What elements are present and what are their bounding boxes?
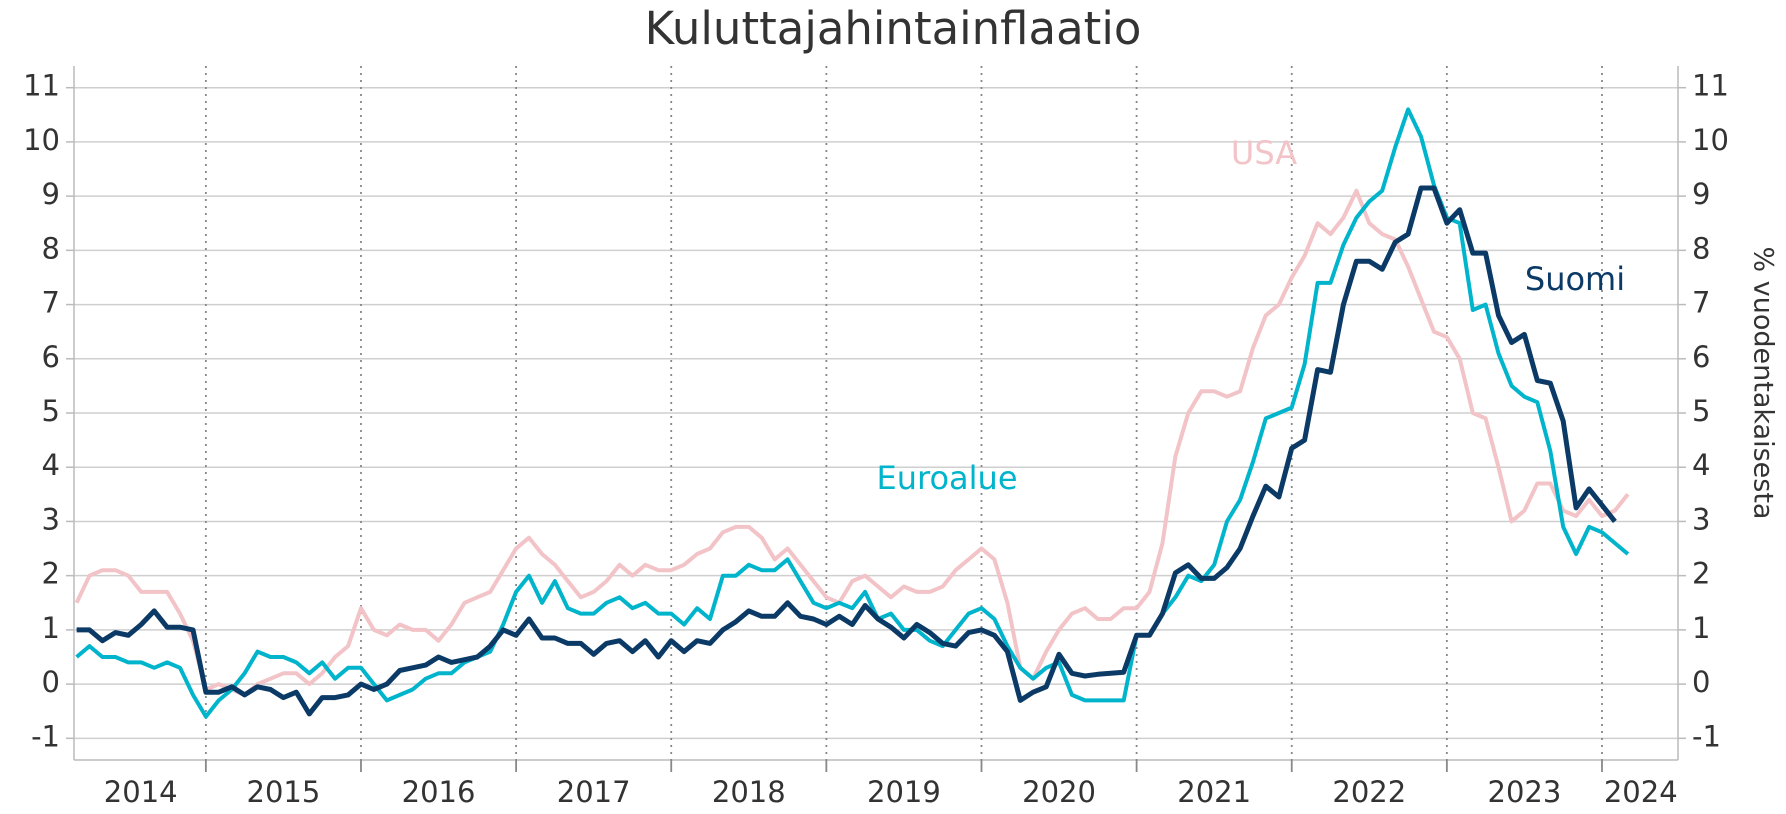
y-tick-label: 8 — [42, 231, 60, 265]
y2-tick-label: 4 — [1692, 448, 1710, 482]
y-tick-label: 10 — [23, 123, 60, 157]
y2-tick-label: -1 — [1692, 719, 1721, 753]
series-label: Euroalue — [877, 459, 1018, 497]
y-tick-label: 4 — [42, 448, 60, 482]
y-tick-label: 1 — [42, 611, 60, 645]
y-tick-label: -1 — [31, 719, 60, 753]
x-tick-label: 2023 — [1488, 775, 1562, 809]
series-line — [76, 185, 1617, 717]
chart-title: Kuluttajahintainflaatio — [645, 2, 1142, 55]
x-tick-label: 2015 — [247, 775, 321, 809]
y2-tick-label: 10 — [1692, 123, 1729, 157]
y-tick-label: 7 — [42, 286, 60, 320]
y-tick-label: 3 — [42, 502, 60, 536]
series-line — [75, 107, 1630, 719]
series-line — [74, 188, 1630, 697]
series-label: USA — [1231, 134, 1297, 172]
x-tick-label: 2017 — [557, 775, 631, 809]
x-tick-label: 2020 — [1022, 775, 1096, 809]
x-tick-label: 2018 — [712, 775, 786, 809]
y2-tick-label: 5 — [1692, 394, 1710, 428]
x-tick-label: 2019 — [867, 775, 941, 809]
y-tick-label: 6 — [42, 340, 60, 374]
y-tick-label: 0 — [42, 665, 60, 699]
y2-tick-label: 11 — [1692, 69, 1729, 103]
y2-tick-label: 3 — [1692, 502, 1710, 536]
y2-tick-label: 7 — [1692, 286, 1710, 320]
y2-tick-label: 1 — [1692, 611, 1710, 645]
y-axis-label: % vuodentakaisesta — [1748, 247, 1779, 520]
x-tick-label: 2014 — [104, 775, 178, 809]
y2-tick-label: 6 — [1692, 340, 1710, 374]
y2-tick-label: 9 — [1692, 177, 1710, 211]
y2-tick-label: 8 — [1692, 231, 1710, 265]
x-tick-label: 2016 — [402, 775, 476, 809]
y-tick-label: 9 — [42, 177, 60, 211]
x-tick-label: 2022 — [1332, 775, 1406, 809]
y-tick-label: 2 — [42, 557, 60, 591]
y2-tick-label: 2 — [1692, 557, 1710, 591]
y-tick-label: 11 — [23, 69, 60, 103]
series-label: Suomi — [1525, 260, 1625, 298]
x-tick-label: 2024 — [1604, 775, 1678, 809]
x-tick-label: 2021 — [1177, 775, 1251, 809]
y-tick-label: 5 — [42, 394, 60, 428]
y2-tick-label: 0 — [1692, 665, 1710, 699]
